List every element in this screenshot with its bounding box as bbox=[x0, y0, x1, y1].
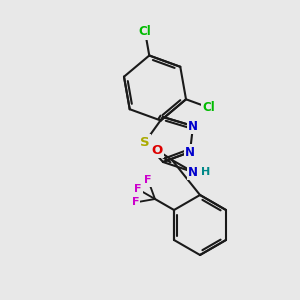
Text: F: F bbox=[134, 184, 141, 194]
Text: Cl: Cl bbox=[202, 101, 215, 114]
Text: F: F bbox=[131, 197, 139, 208]
Text: N: N bbox=[188, 166, 198, 178]
Text: Cl: Cl bbox=[139, 26, 152, 38]
Text: F: F bbox=[144, 175, 152, 185]
Text: O: O bbox=[152, 143, 163, 157]
Text: N: N bbox=[188, 119, 198, 133]
Text: S: S bbox=[140, 136, 150, 148]
Text: N: N bbox=[185, 146, 195, 158]
Text: H: H bbox=[201, 167, 211, 177]
